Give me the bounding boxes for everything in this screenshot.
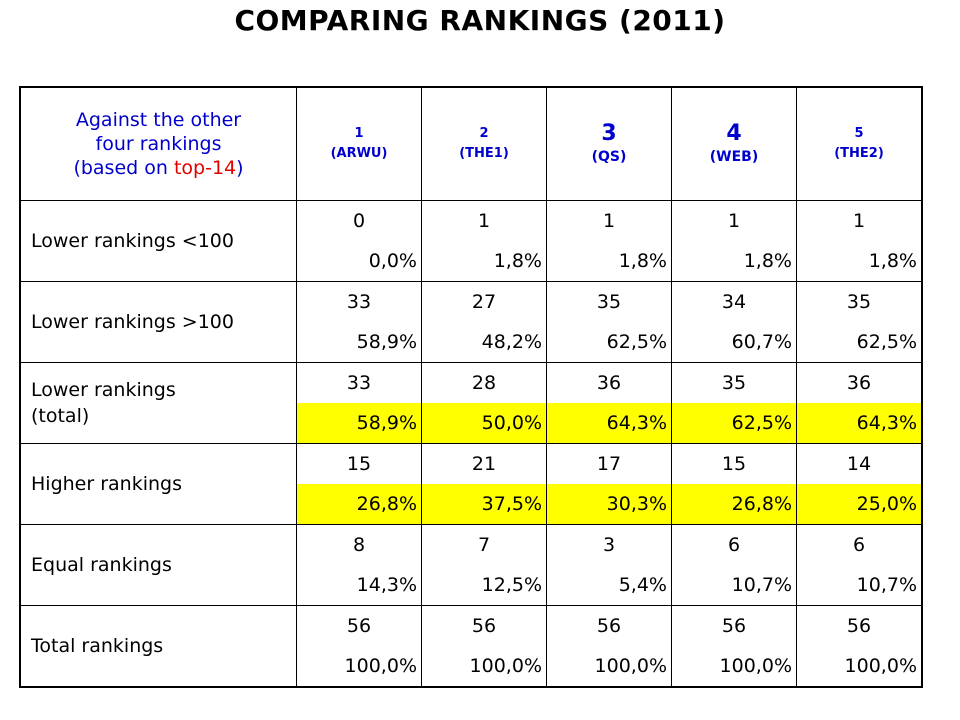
- row-label: Lower rankings (total): [19, 362, 297, 444]
- row-label: Equal rankings: [19, 524, 297, 606]
- percent-cell: 1,8%: [796, 241, 923, 282]
- row-label: Lower rankings <100: [19, 200, 297, 282]
- percent-cell: 100,0%: [421, 646, 547, 688]
- corner-line-3: (based on top-14): [73, 157, 244, 179]
- count-cell: 36: [546, 362, 672, 403]
- page-title: COMPARING RANKINGS (2011): [234, 4, 726, 37]
- count-cell: 3: [546, 524, 672, 565]
- percent-row: 26,8% 37,5% 30,3% 26,8% 25,0%: [20, 484, 923, 525]
- count-row: Lower rankings <100 0 1 1 1 1: [19, 200, 923, 282]
- count-cell: 33: [296, 362, 422, 403]
- count-row: Lower rankings (total) 33 28 36 35 36: [19, 362, 923, 444]
- percent-row: 14,3% 12,5% 5,4% 10,7% 10,7%: [20, 565, 923, 606]
- percent-cell: 1,8%: [546, 241, 672, 282]
- percent-cell: 64,3%: [796, 403, 923, 444]
- percent-cell: 12,5%: [421, 565, 547, 606]
- percent-cell: 10,7%: [796, 565, 923, 606]
- count-cell: 1: [421, 200, 547, 241]
- count-cell: 35: [546, 281, 672, 322]
- percent-cell: 1,8%: [671, 241, 797, 282]
- percent-cell: 5,4%: [546, 565, 672, 606]
- col-header-qs: 3 (QS): [546, 86, 672, 201]
- percent-cell: 58,9%: [296, 403, 422, 444]
- count-cell: 36: [796, 362, 923, 403]
- row-label: Lower rankings >100: [19, 281, 297, 363]
- rankings-table: Against the other four rankings (based o…: [19, 86, 923, 688]
- count-cell: 56: [296, 605, 422, 646]
- count-cell: 1: [671, 200, 797, 241]
- percent-cell: 100,0%: [796, 646, 923, 688]
- count-cell: 35: [671, 362, 797, 403]
- col-header-web: 4 (WEB): [671, 86, 797, 201]
- percent-cell: 1,8%: [421, 241, 547, 282]
- row-label: Total rankings: [19, 605, 297, 688]
- count-cell: 28: [421, 362, 547, 403]
- col-header-the2: 5 (THE2): [796, 86, 923, 201]
- top-14-highlight: top-14: [173, 157, 237, 179]
- corner-line-1: Against the other: [75, 109, 242, 131]
- count-cell: 1: [546, 200, 672, 241]
- count-cell: 21: [421, 443, 547, 484]
- count-cell: 15: [671, 443, 797, 484]
- count-cell: 14: [796, 443, 923, 484]
- count-cell: 8: [296, 524, 422, 565]
- count-cell: 1: [796, 200, 923, 241]
- percent-cell: 100,0%: [546, 646, 672, 688]
- count-cell: 15: [296, 443, 422, 484]
- count-cell: 17: [546, 443, 672, 484]
- percent-cell: 62,5%: [796, 322, 923, 363]
- count-cell: 56: [671, 605, 797, 646]
- header-row: Against the other four rankings (based o…: [19, 86, 923, 201]
- percent-cell: 100,0%: [296, 646, 422, 688]
- col-header-the1: 2 (THE1): [421, 86, 547, 201]
- count-cell: 33: [296, 281, 422, 322]
- percent-cell: 60,7%: [671, 322, 797, 363]
- count-row: Total rankings 56 56 56 56 56: [19, 605, 923, 688]
- percent-row: 0,0% 1,8% 1,8% 1,8% 1,8%: [20, 241, 923, 282]
- percent-cell: 25,0%: [796, 484, 923, 525]
- row-label: Higher rankings: [19, 443, 297, 525]
- count-cell: 34: [671, 281, 797, 322]
- percent-cell: 10,7%: [671, 565, 797, 606]
- percent-cell: 64,3%: [546, 403, 672, 444]
- percent-cell: 58,9%: [296, 322, 422, 363]
- count-cell: 6: [796, 524, 923, 565]
- count-cell: 7: [421, 524, 547, 565]
- percent-cell: 48,2%: [421, 322, 547, 363]
- percent-cell: 62,5%: [546, 322, 672, 363]
- percent-cell: 37,5%: [421, 484, 547, 525]
- count-cell: 56: [546, 605, 672, 646]
- percent-row: 58,9% 48,2% 62,5% 60,7% 62,5%: [20, 322, 923, 363]
- corner-line-2: four rankings: [95, 133, 222, 155]
- percent-cell: 14,3%: [296, 565, 422, 606]
- percent-row: 100,0% 100,0% 100,0% 100,0% 100,0%: [20, 646, 923, 688]
- percent-cell: 62,5%: [671, 403, 797, 444]
- count-cell: 56: [796, 605, 923, 646]
- percent-cell: 100,0%: [671, 646, 797, 688]
- count-row: Lower rankings >100 33 27 35 34 35: [19, 281, 923, 363]
- count-cell: 35: [796, 281, 923, 322]
- count-cell: 0: [296, 200, 422, 241]
- percent-cell: 50,0%: [421, 403, 547, 444]
- count-cell: 6: [671, 524, 797, 565]
- col-header-arwu: 1 (ARWU): [296, 86, 422, 201]
- count-row: Higher rankings 15 21 17 15 14: [19, 443, 923, 525]
- percent-cell: 0,0%: [296, 241, 422, 282]
- count-row: Equal rankings 8 7 3 6 6: [19, 524, 923, 606]
- percent-cell: 30,3%: [546, 484, 672, 525]
- count-cell: 27: [421, 281, 547, 322]
- percent-cell: 26,8%: [296, 484, 422, 525]
- count-cell: 56: [421, 605, 547, 646]
- percent-cell: 26,8%: [671, 484, 797, 525]
- corner-header: Against the other four rankings (based o…: [19, 86, 297, 201]
